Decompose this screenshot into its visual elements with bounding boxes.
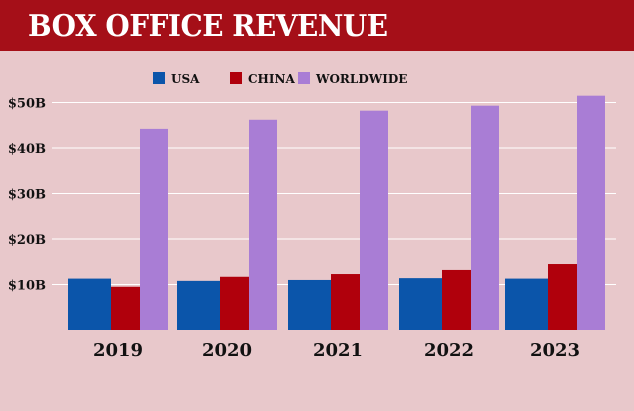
bar-usa-2019	[68, 278, 111, 330]
bar-worldwide-2019	[140, 128, 168, 330]
bar-worldwide-2021	[360, 110, 388, 330]
bar-usa-2021	[288, 279, 331, 330]
y-tick-label: $50B	[8, 97, 46, 112]
x-tick-label: 2023	[530, 340, 580, 361]
x-tick-label: 2022	[424, 340, 474, 361]
y-tick-label: $20B	[8, 233, 46, 248]
bar-china-2021	[331, 274, 360, 330]
legend-label-china: CHINA	[248, 72, 295, 86]
bar-usa-2023	[505, 278, 548, 330]
legend-swatch-usa	[153, 72, 165, 84]
bar-china-2023	[548, 264, 577, 330]
bar-worldwide-2022	[471, 105, 499, 330]
bar-china-2020	[220, 276, 249, 330]
legend-swatch-worldwide	[298, 72, 310, 84]
x-tick-label: 2021	[313, 340, 363, 361]
legend-label-usa: USA	[171, 72, 200, 86]
y-tick-label: $30B	[8, 188, 46, 203]
x-tick-label: 2020	[202, 340, 252, 361]
bar-worldwide-2023	[577, 95, 605, 330]
legend-swatch-china	[230, 72, 242, 84]
x-tick-label: 2019	[93, 340, 143, 361]
title-banner: BOX OFFICE REVENUE	[0, 0, 634, 51]
bar-usa-2020	[177, 280, 220, 330]
bar-usa-2022	[399, 278, 442, 330]
bar-worldwide-2020	[249, 119, 277, 330]
y-tick-label: $40B	[8, 142, 46, 157]
bar-chart: $10B $20B $30B $40B $50B 2019 2020 2021 2022 2023…	[8, 72, 616, 361]
legend-label-worldwide: WORLDWIDE	[315, 72, 407, 86]
chart-title: BOX OFFICE REVENUE	[28, 9, 388, 44]
chart-area: $10B $20B $30B $40B $50B 2019 2020 2021 2022 2023…	[0, 51, 634, 411]
bar-china-2019	[111, 286, 140, 330]
bar-china-2022	[442, 269, 471, 330]
y-tick-label: $10B	[8, 279, 46, 294]
